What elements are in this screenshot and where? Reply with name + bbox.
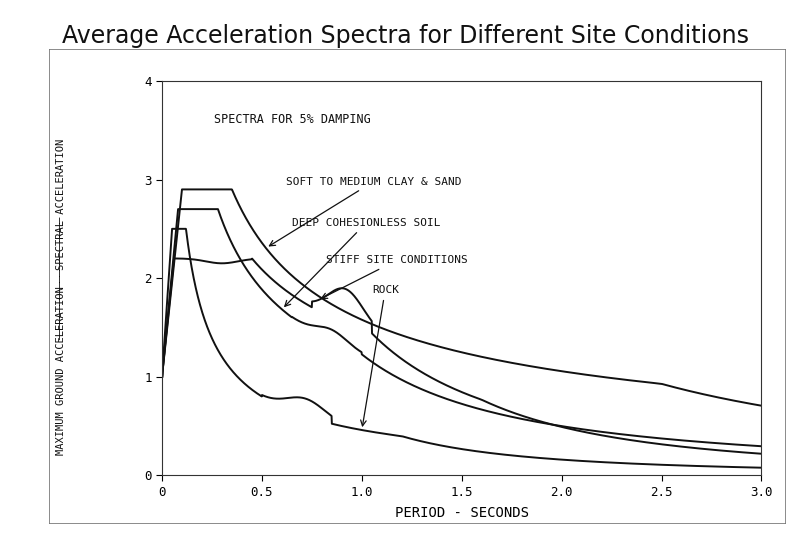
X-axis label: PERIOD - SECONDS: PERIOD - SECONDS (394, 505, 529, 519)
Text: DEEP COHESIONLESS SOIL: DEEP COHESIONLESS SOIL (285, 218, 441, 306)
Text: SPECTRA FOR 5% DAMPING: SPECTRA FOR 5% DAMPING (214, 112, 371, 125)
Text: SOFT TO MEDIUM CLAY & SAND: SOFT TO MEDIUM CLAY & SAND (270, 177, 462, 246)
Text: ─────────────────────: ───────────────────── (56, 217, 66, 340)
Text: STIFF SITE CONDITIONS: STIFF SITE CONDITIONS (322, 255, 467, 299)
Text: SPECTRAL ACCELERATION: SPECTRAL ACCELERATION (56, 139, 66, 270)
Text: MAXIMUM GROUND ACCELERATION: MAXIMUM GROUND ACCELERATION (56, 286, 66, 455)
Text: Average Acceleration Spectra for Different Site Conditions: Average Acceleration Spectra for Differe… (62, 24, 748, 48)
Text: ROCK: ROCK (360, 285, 399, 426)
